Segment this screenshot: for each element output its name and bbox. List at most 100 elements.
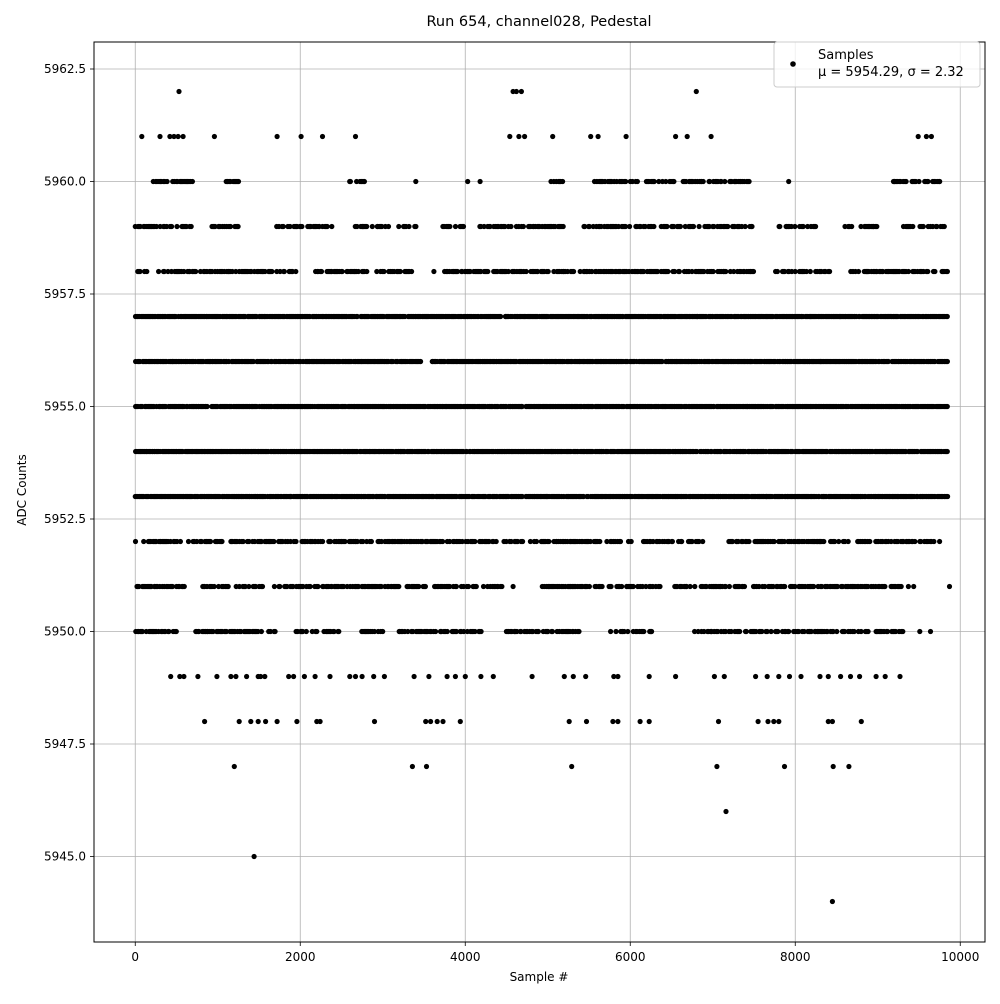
- data-point: [932, 269, 937, 274]
- data-point: [445, 629, 450, 634]
- data-point: [546, 539, 551, 544]
- data-point: [137, 269, 142, 274]
- data-point: [867, 539, 872, 544]
- data-point: [618, 539, 623, 544]
- data-point: [315, 584, 320, 589]
- data-point: [747, 179, 752, 184]
- data-point: [882, 584, 887, 589]
- data-point: [182, 584, 187, 589]
- data-point: [925, 179, 930, 184]
- data-point: [226, 584, 231, 589]
- data-point: [499, 584, 504, 589]
- data-point: [536, 629, 541, 634]
- data-point: [725, 224, 730, 229]
- data-point: [423, 584, 428, 589]
- data-point: [485, 269, 490, 274]
- data-point: [561, 224, 566, 229]
- data-point: [534, 539, 539, 544]
- data-point: [546, 269, 551, 274]
- data-point: [744, 629, 749, 634]
- data-point: [498, 314, 503, 319]
- data-point: [520, 539, 525, 544]
- data-point: [635, 179, 640, 184]
- data-point: [282, 269, 287, 274]
- data-point: [508, 224, 513, 229]
- data-point: [697, 224, 702, 229]
- data-point: [641, 629, 646, 634]
- data-point: [133, 539, 138, 544]
- data-point: [144, 269, 149, 274]
- data-point: [260, 584, 265, 589]
- data-point: [325, 224, 330, 229]
- data-point: [381, 269, 386, 274]
- data-point: [911, 584, 916, 589]
- data-point: [916, 179, 921, 184]
- data-point: [743, 224, 748, 229]
- data-point: [627, 224, 632, 229]
- data-point: [629, 539, 634, 544]
- data-point: [836, 539, 841, 544]
- data-point: [727, 584, 732, 589]
- data-point: [479, 629, 484, 634]
- data-point: [494, 539, 499, 544]
- data-point: [945, 494, 950, 499]
- data-point: [273, 629, 278, 634]
- data-point: [846, 539, 851, 544]
- data-point: [380, 629, 385, 634]
- data-point: [205, 404, 210, 409]
- data-point: [386, 224, 391, 229]
- data-point: [406, 224, 411, 229]
- data-point: [679, 539, 684, 544]
- data-point: [737, 629, 742, 634]
- data-point: [866, 629, 871, 634]
- data-point: [597, 539, 602, 544]
- data-point: [190, 179, 195, 184]
- data-point: [937, 179, 942, 184]
- data-point: [277, 584, 282, 589]
- data-point: [600, 584, 605, 589]
- data-point: [299, 224, 304, 229]
- data-point: [931, 539, 936, 544]
- data-point: [849, 224, 854, 229]
- data-point: [271, 539, 276, 544]
- data-point: [571, 269, 576, 274]
- data-point: [775, 629, 780, 634]
- data-point: [769, 629, 774, 634]
- data-point: [466, 584, 471, 589]
- data-point: [613, 629, 618, 634]
- data-point: [174, 224, 179, 229]
- data-point: [652, 179, 657, 184]
- data-point: [904, 179, 909, 184]
- data-point: [671, 179, 676, 184]
- data-point: [921, 224, 926, 229]
- data-point: [906, 584, 911, 589]
- data-point: [364, 269, 369, 274]
- data-point: [281, 224, 286, 229]
- data-point: [308, 584, 313, 589]
- data-point: [782, 584, 787, 589]
- data-point: [524, 269, 529, 274]
- data-point: [691, 224, 696, 229]
- data-point: [856, 269, 861, 274]
- data-point: [447, 224, 452, 229]
- data-point: [587, 584, 592, 589]
- data-point: [945, 314, 950, 319]
- data-point: [808, 269, 813, 274]
- data-point: [576, 629, 581, 634]
- data-point: [700, 539, 705, 544]
- data-point: [942, 224, 947, 229]
- data-point: [474, 584, 479, 589]
- data-point: [169, 224, 174, 229]
- data-point: [711, 269, 716, 274]
- data-point: [236, 179, 241, 184]
- data-point: [336, 629, 341, 634]
- data-point: [701, 179, 706, 184]
- data-point: [396, 584, 401, 589]
- data-point: [398, 269, 403, 274]
- data-point: [910, 224, 915, 229]
- data-point: [722, 179, 727, 184]
- data-point: [165, 179, 170, 184]
- data-point: [945, 449, 950, 454]
